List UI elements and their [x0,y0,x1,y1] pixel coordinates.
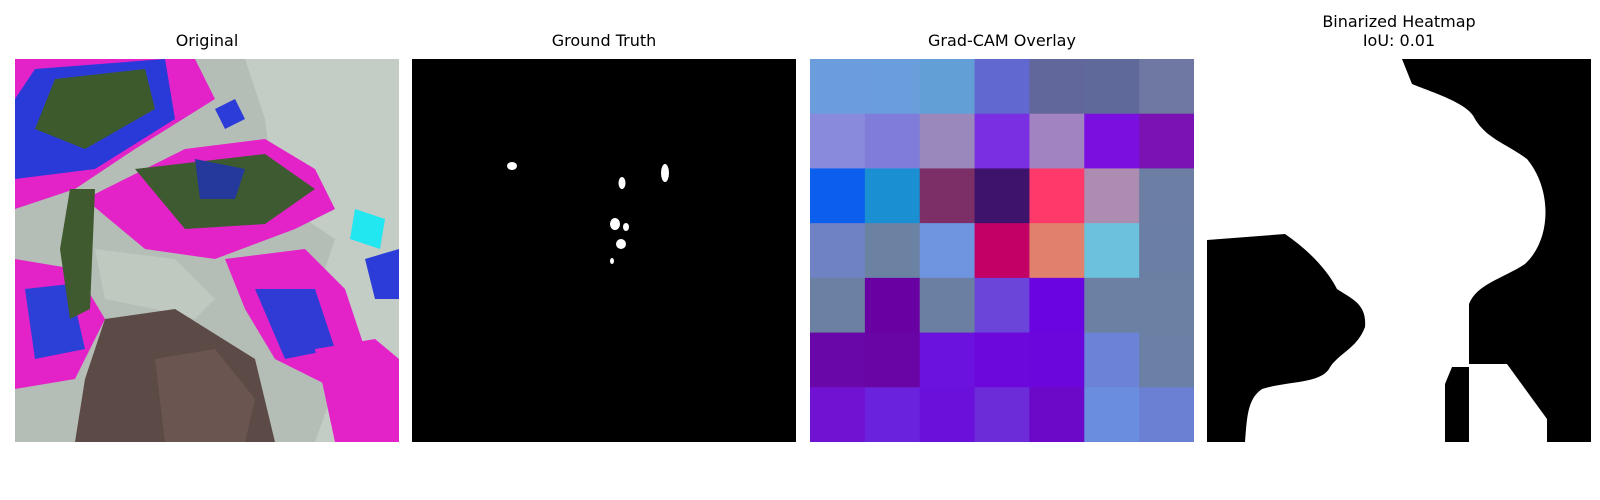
gradcam-cell [1084,223,1139,278]
gradcam-cell [920,114,975,169]
gradcam-cell [975,223,1030,278]
gradcam-cell [810,223,865,278]
gradcam-cell [1029,333,1084,388]
gradcam-overlay-image [810,59,1194,442]
gradcam-cell [975,387,1030,442]
gradcam-cell [1139,387,1194,442]
gradcam-cell [1084,114,1139,169]
gradcam-cell [1084,387,1139,442]
panel-title: Ground Truth [412,31,796,50]
gradcam-cell [1139,278,1194,333]
gradcam-cell [975,168,1030,223]
panel-binarized-heatmap: Binarized Heatmap IoU: 0.01 [1207,0,1591,500]
gradcam-cell [1084,168,1139,223]
gradcam-cell [975,333,1030,388]
gradcam-cell [1084,59,1139,114]
gradcam-cell [865,223,920,278]
gradcam-cell [1139,168,1194,223]
panel-original: Original [15,0,399,500]
gradcam-cell [1139,333,1194,388]
panel-title: Grad-CAM Overlay [810,31,1194,50]
gradcam-cell [975,114,1030,169]
gradcam-cell [920,168,975,223]
panel-ground-truth: Ground Truth [412,0,796,500]
gradcam-cell [1029,278,1084,333]
gradcam-cell [1139,59,1194,114]
panel-title: Binarized Heatmap IoU: 0.01 [1207,12,1591,50]
gradcam-cell [1029,387,1084,442]
gradcam-cell [920,278,975,333]
gradcam-cell [1084,278,1139,333]
gradcam-cell [920,333,975,388]
panel-title: Original [15,31,399,50]
gradcam-cell [865,59,920,114]
gradcam-cell [810,168,865,223]
gradcam-cell [975,278,1030,333]
gradcam-cell [865,387,920,442]
gradcam-cell [810,278,865,333]
gradcam-cell [865,114,920,169]
gradcam-cell [1029,114,1084,169]
title-original: Original [15,31,399,50]
binarized-heatmap-mask [1207,59,1591,442]
gradcam-cell [865,333,920,388]
gradcam-cell [920,387,975,442]
gradcam-cell [1139,223,1194,278]
gradcam-cell [810,114,865,169]
panel-gradcam-overlay: Grad-CAM Overlay [810,0,1194,500]
original-image [15,59,399,442]
gradcam-cell [1139,114,1194,169]
gradcam-cell [810,59,865,114]
gradcam-cell [1029,223,1084,278]
iou-label: IoU: 0.01 [1207,31,1591,50]
gradcam-cell [920,223,975,278]
gradcam-cell [810,387,865,442]
gradcam-cell [810,333,865,388]
gradcam-cell [1029,168,1084,223]
title-gradcam-overlay: Grad-CAM Overlay [810,31,1194,50]
gradcam-cell [975,59,1030,114]
title-ground-truth: Ground Truth [412,31,796,50]
title-binarized-heatmap: Binarized Heatmap [1207,12,1591,31]
gradcam-cell [1029,59,1084,114]
gradcam-cell [865,168,920,223]
gradcam-cell [1084,333,1139,388]
gradcam-cell [865,278,920,333]
ground-truth-mask [412,59,796,442]
gradcam-cell [920,59,975,114]
